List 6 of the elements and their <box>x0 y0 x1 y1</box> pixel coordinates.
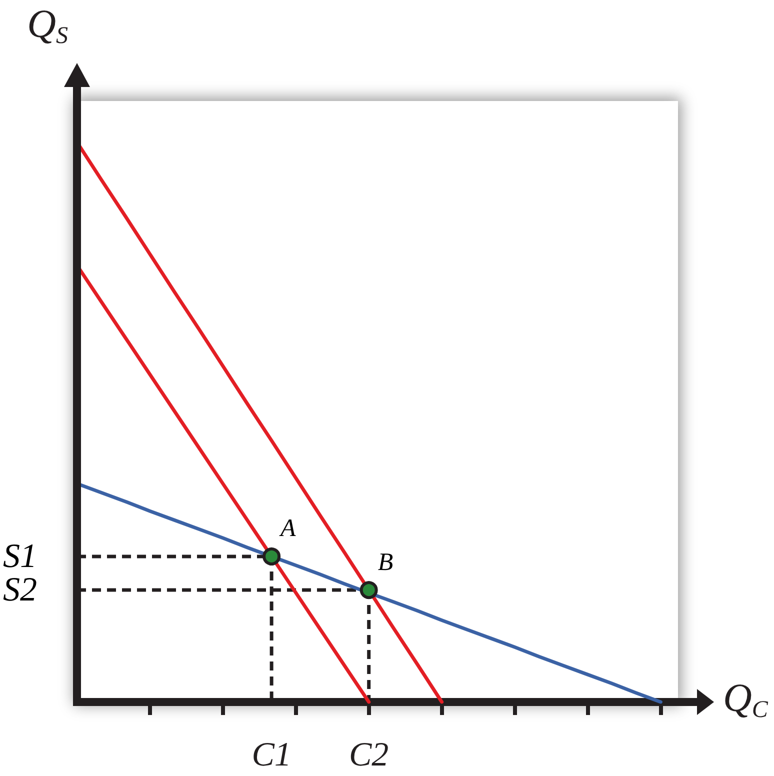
annotation: B <box>378 548 394 576</box>
x-axis-title: Q$_{C}$ <box>723 675 768 725</box>
x-tick-label: C2 <box>348 736 389 774</box>
annotation: A <box>278 515 297 542</box>
y-axis-title: Q$_{S}$ <box>27 1 68 51</box>
x-tick-label: C1 <box>252 736 292 774</box>
